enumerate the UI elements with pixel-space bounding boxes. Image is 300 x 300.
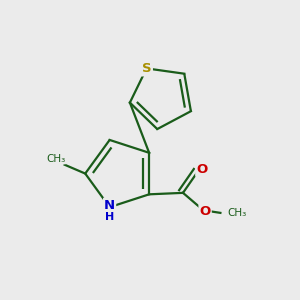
Text: CH₃: CH₃: [46, 154, 65, 164]
Text: O: O: [200, 205, 211, 218]
Text: O: O: [196, 163, 208, 176]
Text: H: H: [105, 212, 114, 222]
Text: N: N: [104, 199, 115, 212]
Text: CH₃: CH₃: [228, 208, 247, 218]
Text: S: S: [142, 62, 152, 75]
